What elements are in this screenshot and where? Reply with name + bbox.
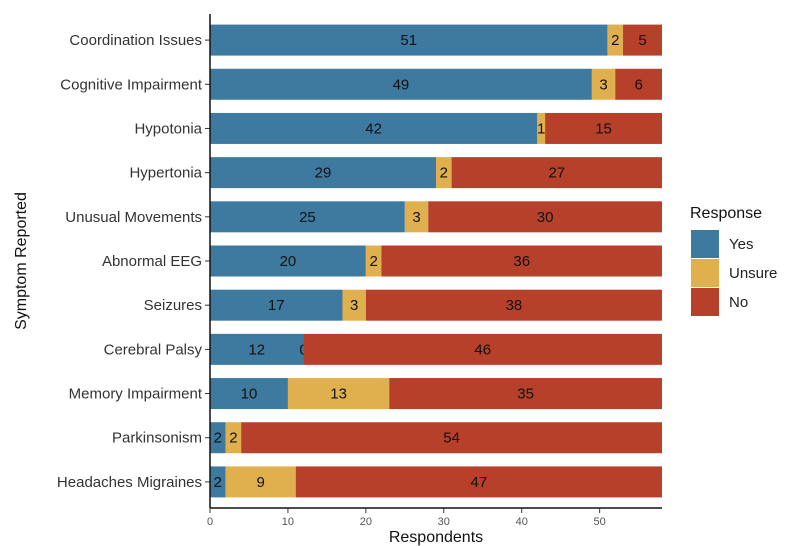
x-tick-label: 0 (207, 516, 213, 528)
y-tick-label: Abnormal EEG (102, 253, 202, 270)
y-tick-label: Hypotonia (134, 120, 202, 137)
data-label-no-0: 5 (638, 32, 646, 49)
bar-unsure-3 (436, 157, 452, 189)
bar-yes-7 (210, 333, 304, 365)
x-tick-label: 50 (594, 516, 606, 528)
bar-yes-9 (210, 422, 226, 454)
data-label-unsure-5: 2 (369, 253, 377, 270)
bar-no-6 (365, 289, 662, 321)
data-label-no-2: 15 (595, 120, 612, 137)
data-label-yes-9: 2 (214, 430, 222, 447)
data-label-yes-6: 17 (268, 297, 285, 314)
y-tick-label: Cerebral Palsy (104, 341, 203, 358)
bar-yes-2 (210, 112, 538, 144)
data-label-no-1: 6 (634, 76, 642, 93)
data-label-no-7: 46 (474, 341, 491, 358)
data-label-yes-4: 25 (299, 209, 316, 226)
y-axis: Coordination Issues Cognitive Impairment H… (57, 14, 211, 508)
bar-unsure-5 (365, 245, 382, 277)
data-label-no-9: 54 (443, 430, 460, 447)
x-tick-label: 30 (438, 516, 450, 528)
data-label-no-5: 36 (513, 253, 530, 270)
bar-yes-1 (210, 68, 592, 100)
data-label-unsure-3: 2 (440, 165, 448, 182)
data-label-unsure-2: 1 (537, 120, 545, 137)
data-label-unsure-6: 3 (350, 297, 358, 314)
data-label-unsure-4: 3 (412, 209, 420, 226)
bar-no-1 (615, 68, 662, 100)
data-label-yes-3: 29 (315, 165, 332, 182)
x-axis-title: Respondents (389, 529, 483, 546)
bar-yes-8 (210, 378, 288, 410)
legend-swatch-no (691, 288, 719, 316)
bar-no-5 (381, 245, 662, 277)
bar-no-0 (623, 24, 662, 56)
legend-label-yes: Yes (729, 236, 753, 253)
bar-unsure-4 (404, 201, 429, 233)
bar-no-8 (389, 378, 662, 410)
bar-yes-3 (210, 157, 436, 189)
data-label-yes-7: 12 (248, 341, 265, 358)
x-axis: 0 10 20 30 40 50 (207, 507, 662, 528)
bar-no-10 (295, 466, 662, 498)
data-label-unsure-0: 2 (611, 32, 619, 49)
x-tick-label: 10 (282, 516, 294, 528)
y-tick-label: Seizures (144, 297, 202, 314)
y-tick-label: Hypertonia (129, 165, 202, 182)
data-label-no-8: 35 (517, 386, 534, 403)
legend-label-no: No (729, 294, 748, 311)
legend: Response Yes Unsure No (690, 205, 777, 316)
bar-yes-4 (210, 201, 405, 233)
bar-unsure-8 (287, 378, 390, 410)
bar-no-3 (451, 157, 662, 189)
bar-no-4 (428, 201, 662, 233)
bar-unsure-2 (537, 112, 546, 144)
bar-unsure-9 (225, 422, 242, 454)
x-tick-label: 40 (516, 516, 528, 528)
bar-yes-6 (210, 289, 343, 321)
y-tick-label: Parkinsonism (112, 430, 202, 447)
data-label-unsure-9: 2 (229, 430, 237, 447)
bar-unsure-6 (342, 289, 366, 321)
bars-layer: 5125493642115292272533020236173381204610… (210, 24, 662, 498)
data-label-yes-1: 49 (393, 76, 410, 93)
legend-swatch-unsure (691, 259, 719, 287)
y-tick-label: Headaches Migraines (57, 474, 202, 491)
y-tick-label: Coordination Issues (69, 32, 202, 49)
x-tick-label: 20 (360, 516, 372, 528)
legend-swatch-yes (691, 230, 719, 258)
legend-label-unsure: Unsure (729, 265, 777, 282)
bar-yes-0 (210, 24, 608, 56)
y-tick-label: Cognitive Impairment (60, 76, 203, 93)
data-label-unsure-1: 3 (599, 76, 607, 93)
y-tick-label: Unusual Movements (65, 209, 202, 226)
data-label-unsure-10: 9 (256, 474, 264, 491)
bar-unsure-10 (225, 466, 296, 498)
y-axis-title: Symptom Reported (13, 192, 30, 330)
data-label-yes-5: 20 (280, 253, 297, 270)
y-tick-label: Memory Impairment (69, 386, 203, 403)
bar-yes-10 (210, 466, 226, 498)
data-label-yes-10: 2 (214, 474, 222, 491)
data-label-no-6: 38 (506, 297, 523, 314)
bar-no-9 (241, 422, 662, 454)
data-label-unsure-8: 13 (330, 386, 347, 403)
data-label-yes-2: 42 (365, 120, 382, 137)
data-label-no-3: 27 (548, 165, 565, 182)
data-label-no-10: 47 (471, 474, 488, 491)
data-label-yes-8: 10 (241, 386, 258, 403)
bar-no-7 (303, 333, 662, 365)
bar-unsure-1 (591, 68, 616, 100)
bar-yes-5 (210, 245, 366, 277)
data-label-yes-0: 51 (400, 32, 417, 49)
bar-unsure-0 (607, 24, 624, 56)
bar-no-2 (545, 112, 662, 144)
legend-title: Response (690, 205, 762, 222)
data-label-no-4: 30 (537, 209, 554, 226)
